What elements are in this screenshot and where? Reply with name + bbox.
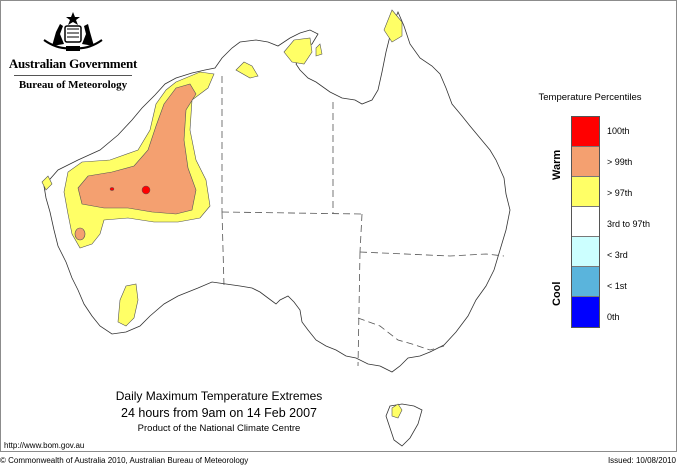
above-99th-regions [74,83,197,241]
legend: Temperature Percentiles Warm Cool 100th … [527,92,657,328]
swatch-below-1st [572,267,599,297]
state-borders [221,76,505,367]
website-link[interactable]: http://www.bom.gov.au [4,441,85,450]
warm-label: Warm [551,149,563,180]
map-title: Daily Maximum Temperature Extremes [115,389,323,403]
legend-swatches [571,116,600,328]
record-100th-regions [109,185,151,195]
coat-of-arms-icon [43,12,103,51]
legend-label: > 97th [607,188,633,198]
bureau-name: Bureau of Meteorology [18,79,128,91]
org-name: Australian Government [8,56,138,71]
swatch-above-97th [572,177,599,207]
logo-divider [14,75,132,76]
government-logo: Australian Government Bureau of Meteorol… [8,10,138,91]
map-period: 24 hours from 9am on 14 Feb 2007 [121,406,317,420]
legend-label: < 1st [607,281,627,291]
cool-label: Cool [551,281,563,306]
copyright-text: © Commonwealth of Australia 2010, Austra… [0,456,249,465]
legend-label: > 99th [607,157,633,167]
swatch-above-99th [572,147,599,177]
swatch-below-3rd [572,237,599,267]
swatch-0th [572,297,599,327]
swatch-100th [572,117,599,147]
legend-label: < 3rd [607,250,628,260]
legend-title: Temperature Percentiles [538,92,642,103]
map-product: Product of the National Climate Centre [137,423,301,434]
issued-date: Issued: 10/08/2010 [607,456,676,465]
swatch-3rd-to-97th [572,207,599,237]
legend-label: 100th [607,126,630,136]
legend-label: 0th [607,312,620,322]
legend-label: 3rd to 97th [607,219,651,229]
